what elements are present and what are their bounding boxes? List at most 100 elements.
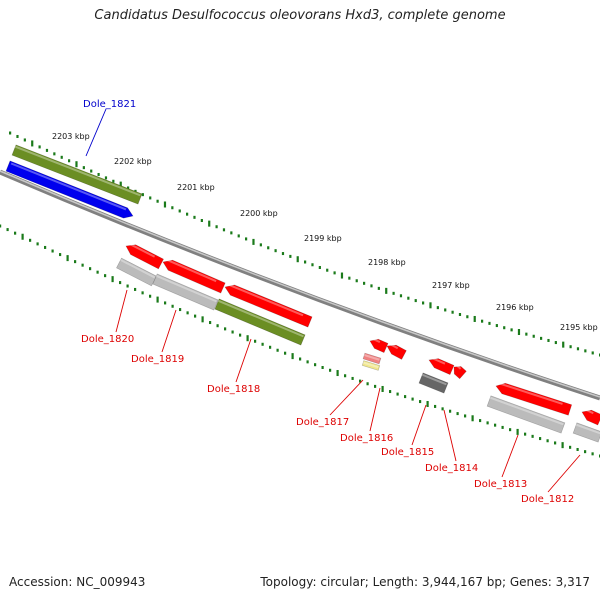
gene-label[interactable]: Dole_1813 — [474, 479, 527, 490]
tick-mark-upper — [90, 169, 93, 173]
gene-dole-1813-bar — [486, 395, 566, 434]
accession-label: Accession: NC_009943 — [9, 575, 146, 589]
genome-summary: Topology: circular; Length: 3,944,167 bp… — [260, 575, 590, 589]
tick-mark-upper — [38, 145, 41, 149]
tick-mark-lower — [291, 353, 294, 360]
gene-leader-line — [161, 309, 177, 353]
tick-mark-upper — [444, 308, 447, 312]
gene-red-bar-shine — [227, 283, 304, 317]
tick-mark-upper — [75, 161, 78, 168]
gene-label[interactable]: Dole_1816 — [340, 433, 393, 444]
gene-dole-1816-bar-shine — [362, 361, 379, 369]
tick-mark-upper — [399, 294, 403, 298]
tick-mark-upper — [510, 328, 513, 332]
tick-mark-lower — [546, 439, 549, 443]
tick-mark-lower — [306, 360, 309, 364]
tick-mark-upper — [385, 287, 388, 294]
gene-label[interactable]: Dole_1821 — [83, 99, 136, 110]
gene-label[interactable]: Dole_1819 — [131, 354, 184, 365]
tick-mark-lower — [156, 296, 159, 303]
gene-label[interactable]: Dole_1818 — [207, 384, 260, 395]
gene-dole-1818-bar-shine — [217, 299, 304, 338]
gene-dole-1817-bar — [362, 352, 382, 365]
tick-mark-upper — [591, 351, 594, 355]
tick-mark-lower — [239, 333, 242, 337]
tick-mark-lower — [89, 267, 92, 271]
genome-backbone-highlight — [0, 170, 600, 398]
gene-leader-line — [411, 404, 427, 446]
gene-label[interactable]: Dole_1815 — [381, 447, 434, 458]
tick-mark-upper — [149, 196, 152, 200]
gene-dole-1812-bar — [572, 422, 600, 443]
tick-mark-upper — [134, 189, 137, 193]
tick-mark-lower — [29, 238, 32, 242]
tick-mark-lower — [419, 400, 422, 404]
tick-mark-lower — [396, 392, 399, 396]
tick-mark-upper — [215, 225, 218, 229]
tick-mark-lower — [126, 284, 129, 288]
tick-mark-upper — [23, 138, 26, 142]
tick-mark-upper — [127, 186, 130, 190]
gene-red-bar — [162, 259, 226, 294]
tick-mark-lower — [501, 425, 504, 429]
tick-mark-upper — [60, 155, 63, 159]
gene-dole-1815-bar — [418, 372, 449, 394]
tick-mark-lower — [216, 324, 219, 328]
gene-dole-1813-bar-shine — [489, 396, 564, 426]
tick-mark-lower — [164, 301, 167, 305]
tick-mark-lower — [426, 401, 429, 408]
tick-mark-upper — [348, 276, 351, 280]
tick-mark-upper — [200, 218, 203, 222]
tick-mark-lower — [554, 441, 557, 445]
tick-mark-lower — [374, 384, 377, 388]
tick-mark-lower — [299, 357, 302, 361]
tick-mark-lower — [194, 314, 197, 318]
gene-red-bar-shine — [431, 357, 446, 365]
genome-title: Candidatus Desulfococcus oleovorans Hxd3… — [94, 8, 506, 23]
tick-mark-lower — [201, 316, 204, 323]
gene-dole-1820-bar — [116, 257, 157, 287]
gene-leader-line — [235, 338, 252, 383]
tick-mark-upper — [488, 321, 491, 325]
tick-mark-upper — [517, 329, 521, 336]
tick-mark-upper — [562, 341, 565, 348]
tick-mark-lower — [261, 342, 264, 346]
tick-mark-lower — [381, 385, 384, 392]
tick-mark-upper — [340, 272, 344, 279]
tick-mark-upper — [97, 172, 100, 176]
tick-mark-lower — [591, 452, 594, 456]
tick-mark-lower — [0, 224, 2, 228]
tick-mark-lower — [179, 308, 182, 312]
tick-mark-upper — [363, 281, 366, 285]
tick-mark-lower — [224, 327, 227, 331]
tick-mark-upper — [267, 246, 270, 250]
gene-leader-line — [443, 409, 457, 462]
tick-mark-lower — [509, 428, 512, 432]
gene-leader-line — [369, 387, 381, 432]
tick-mark-upper — [237, 234, 240, 238]
gene-red-bar — [224, 284, 313, 328]
tick-mark-upper — [16, 134, 19, 138]
tick-mark-lower — [359, 379, 362, 383]
gene-label[interactable]: Dole_1820 — [81, 334, 134, 345]
gene-red-bar-shine — [498, 382, 563, 405]
tick-mark-upper — [532, 334, 535, 338]
tick-mark-lower — [321, 366, 324, 370]
gene-label[interactable]: Dole_1817 — [296, 417, 349, 428]
tick-mark-lower — [254, 339, 257, 343]
tick-mark-upper — [481, 319, 484, 323]
tick-mark-lower — [464, 414, 467, 418]
tick-mark-lower — [531, 434, 534, 438]
tick-mark-upper — [186, 212, 189, 216]
tick-mark-lower — [149, 294, 152, 298]
tick-mark-lower — [569, 445, 572, 449]
tick-mark-lower — [81, 263, 84, 267]
gene-label[interactable]: Dole_1812 — [521, 494, 574, 505]
gene-label[interactable]: Dole_1814 — [425, 463, 478, 474]
tick-mark-upper — [473, 315, 476, 322]
tick-mark-upper — [296, 256, 299, 263]
gene-dole-1819-bar — [152, 273, 219, 311]
tick-mark-upper — [208, 220, 211, 227]
gene-dole-1822-bar-shine — [14, 145, 141, 197]
